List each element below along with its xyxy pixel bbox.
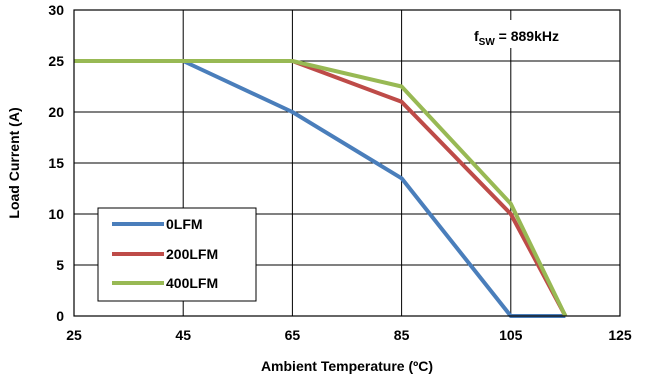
x-axis-title: Ambient Temperature (ºC) [261,358,433,374]
y-axis-title: Load Current (A) [6,107,22,218]
tick-labels: 25 45 65 85 105 125 0 5 10 15 20 25 30 [48,2,631,343]
x-tick-label: 65 [285,327,301,343]
y-tick-label: 15 [48,155,64,171]
annotation-prefix: f [474,28,479,44]
plot-border [73,9,621,317]
legend: 0LFM 200LFM 400LFM [97,207,257,302]
series-line-400lfm [74,59,568,317]
annotation-suffix: = 889kHz [495,28,559,44]
legend-label-0lfm: 0LFM [166,216,203,232]
x-tick-label: 25 [66,327,82,343]
legend-label-400lfm: 400LFM [166,275,218,291]
x-tick-label: 85 [394,327,410,343]
annotation-box [466,20,596,48]
y-tick-label: 20 [48,104,64,120]
frequency-annotation-box: fSW = 889kHz [466,20,596,48]
annotation-subscript: SW [479,37,496,48]
y-tick-label: 30 [48,2,64,18]
x-tick-label: 105 [499,327,523,343]
y-tick-label: 5 [56,257,64,273]
y-tick-label: 25 [48,53,64,69]
x-tick-label: 125 [608,327,632,343]
legend-label-200lfm: 200LFM [166,246,218,262]
y-tick-label: 0 [56,308,64,324]
frequency-annotation: fSW = 889kHz [474,28,559,48]
y-tick-label: 10 [48,206,64,222]
x-tick-label: 45 [175,327,191,343]
